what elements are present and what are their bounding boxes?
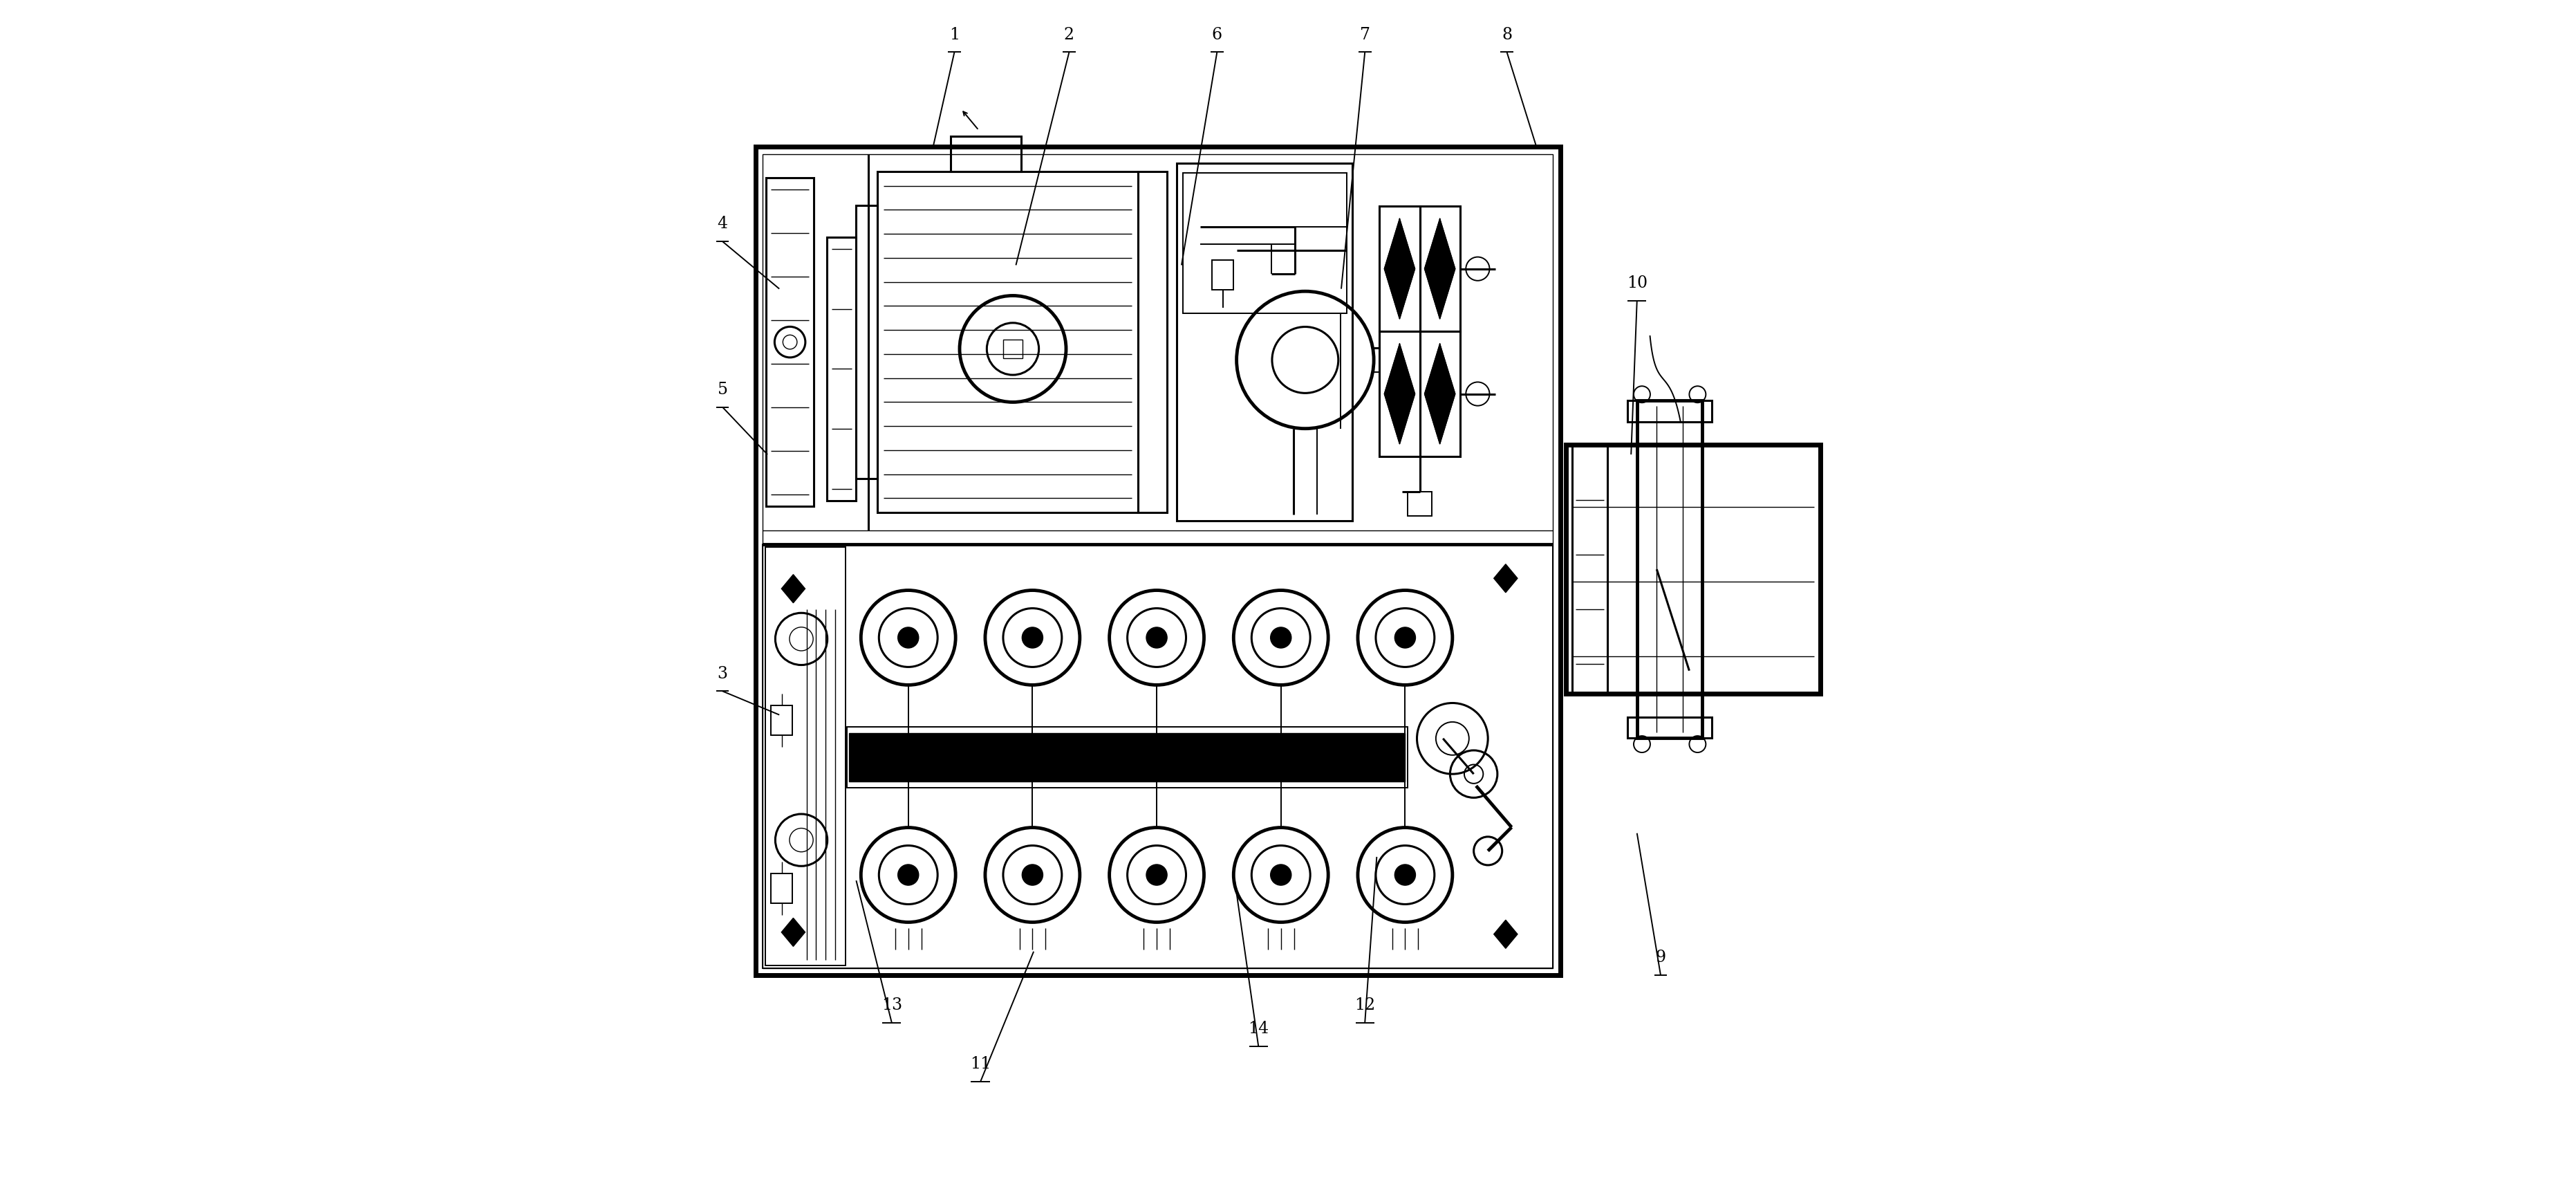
Bar: [1381, 332, 1419, 457]
Text: 3: 3: [716, 666, 726, 681]
Circle shape: [1023, 628, 1043, 648]
Polygon shape: [1383, 218, 1414, 319]
Text: 11: 11: [971, 1056, 992, 1073]
Polygon shape: [781, 575, 806, 602]
Polygon shape: [1494, 564, 1517, 593]
Polygon shape: [1425, 218, 1455, 319]
Bar: [827, 237, 855, 501]
Bar: [1628, 401, 1710, 421]
Bar: [1628, 717, 1710, 738]
Circle shape: [899, 865, 920, 885]
Text: 2: 2: [1064, 26, 1074, 43]
Text: 4: 4: [716, 216, 729, 231]
Circle shape: [1146, 628, 1167, 648]
Bar: [1381, 206, 1419, 332]
Bar: [1566, 445, 1821, 693]
Circle shape: [1270, 628, 1291, 648]
Circle shape: [1270, 865, 1291, 885]
Bar: [1406, 492, 1432, 515]
Polygon shape: [1494, 920, 1517, 948]
Bar: [1139, 172, 1167, 513]
Bar: [855, 205, 878, 478]
Polygon shape: [781, 917, 806, 946]
Circle shape: [1394, 628, 1417, 648]
Circle shape: [1023, 865, 1043, 885]
Bar: [1571, 445, 1607, 693]
Bar: [762, 544, 1553, 968]
Bar: [1182, 173, 1347, 314]
Bar: [762, 154, 1553, 968]
Bar: [1005, 340, 1023, 358]
Bar: [850, 733, 1404, 781]
Bar: [1213, 260, 1234, 290]
Text: 1: 1: [948, 26, 961, 43]
Bar: [1638, 401, 1703, 738]
Text: 9: 9: [1656, 950, 1667, 965]
Bar: [1419, 206, 1461, 332]
Bar: [770, 706, 793, 735]
Bar: [765, 546, 845, 965]
Text: 10: 10: [1625, 276, 1649, 291]
Text: 8: 8: [1502, 26, 1512, 43]
Text: 6: 6: [1211, 26, 1221, 43]
Bar: [1419, 332, 1461, 457]
Circle shape: [899, 628, 920, 648]
Bar: [878, 172, 1139, 513]
Bar: [770, 873, 793, 903]
Bar: [765, 178, 814, 507]
Bar: [951, 136, 1020, 172]
Polygon shape: [1383, 344, 1414, 444]
Text: 7: 7: [1360, 26, 1370, 43]
Text: 5: 5: [716, 382, 726, 397]
Circle shape: [1146, 865, 1167, 885]
Text: 14: 14: [1247, 1021, 1270, 1037]
Text: 13: 13: [881, 997, 902, 1013]
Bar: [1177, 163, 1352, 521]
Bar: [848, 727, 1406, 787]
Text: 12: 12: [1355, 997, 1376, 1013]
Circle shape: [1394, 865, 1417, 885]
Bar: [755, 147, 1561, 975]
Polygon shape: [1425, 344, 1455, 444]
